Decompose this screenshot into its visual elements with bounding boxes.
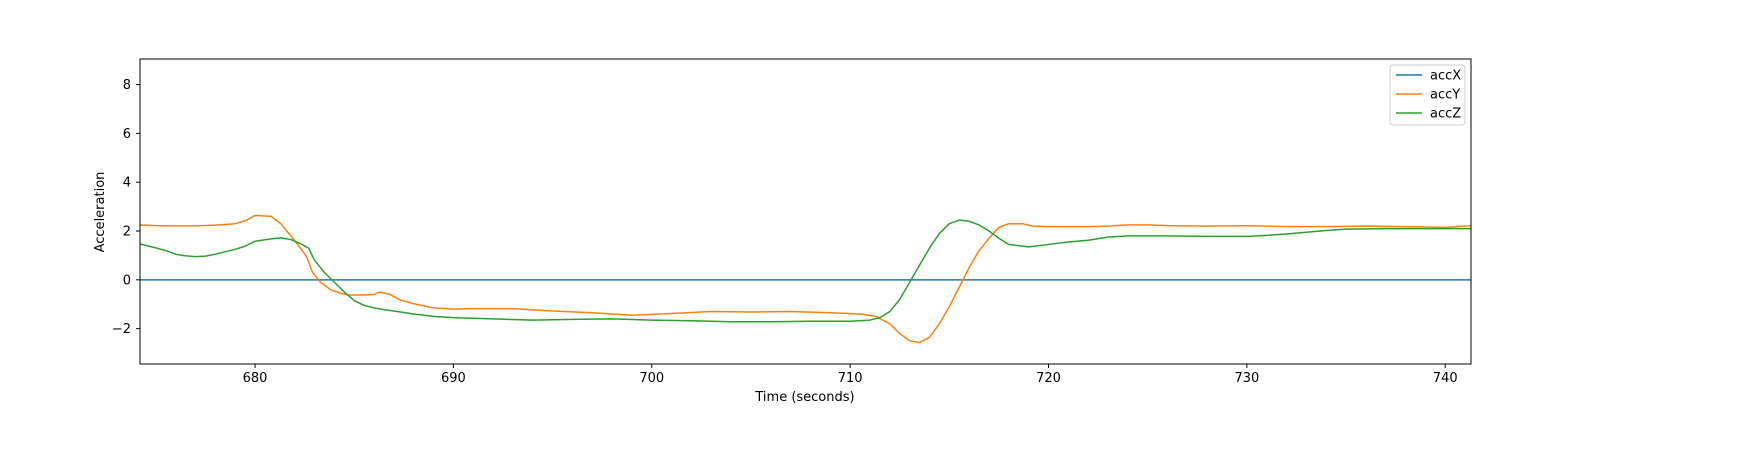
y-tick-label: 0 xyxy=(123,273,131,288)
series-layer xyxy=(140,214,1471,344)
y-axis: −2 0 2 4 6 8 xyxy=(112,78,140,337)
y-tick-label: 8 xyxy=(123,78,131,93)
x-axis-label: Time (seconds) xyxy=(754,390,854,405)
legend-label-accY: accY xyxy=(1430,88,1460,103)
x-axis: 680 690 700 710 720 730 740 xyxy=(243,364,1458,386)
x-tick-label: 730 xyxy=(1234,371,1259,386)
y-axis-label: Acceleration xyxy=(93,172,108,253)
plot-frame xyxy=(139,58,1472,365)
x-tick-label: 720 xyxy=(1036,371,1061,386)
legend-label-accZ: accZ xyxy=(1430,107,1461,122)
legend-label-accX: accX xyxy=(1430,69,1461,84)
x-tick-label: 700 xyxy=(639,371,664,386)
y-tick-label: 2 xyxy=(123,225,131,240)
y-tick-label: −2 xyxy=(112,322,131,337)
series-line-accY xyxy=(140,214,1471,344)
x-tick-label: 680 xyxy=(243,371,268,386)
x-tick-label: 710 xyxy=(838,371,863,386)
legend-frame xyxy=(1389,64,1466,126)
y-tick-label: 6 xyxy=(123,127,131,142)
series-line-accZ xyxy=(140,219,1471,323)
x-tick-label: 740 xyxy=(1433,371,1458,386)
legend: accX accY accZ xyxy=(1389,64,1466,126)
y-tick-label: 4 xyxy=(123,176,131,191)
x-tick-label: 690 xyxy=(441,371,466,386)
